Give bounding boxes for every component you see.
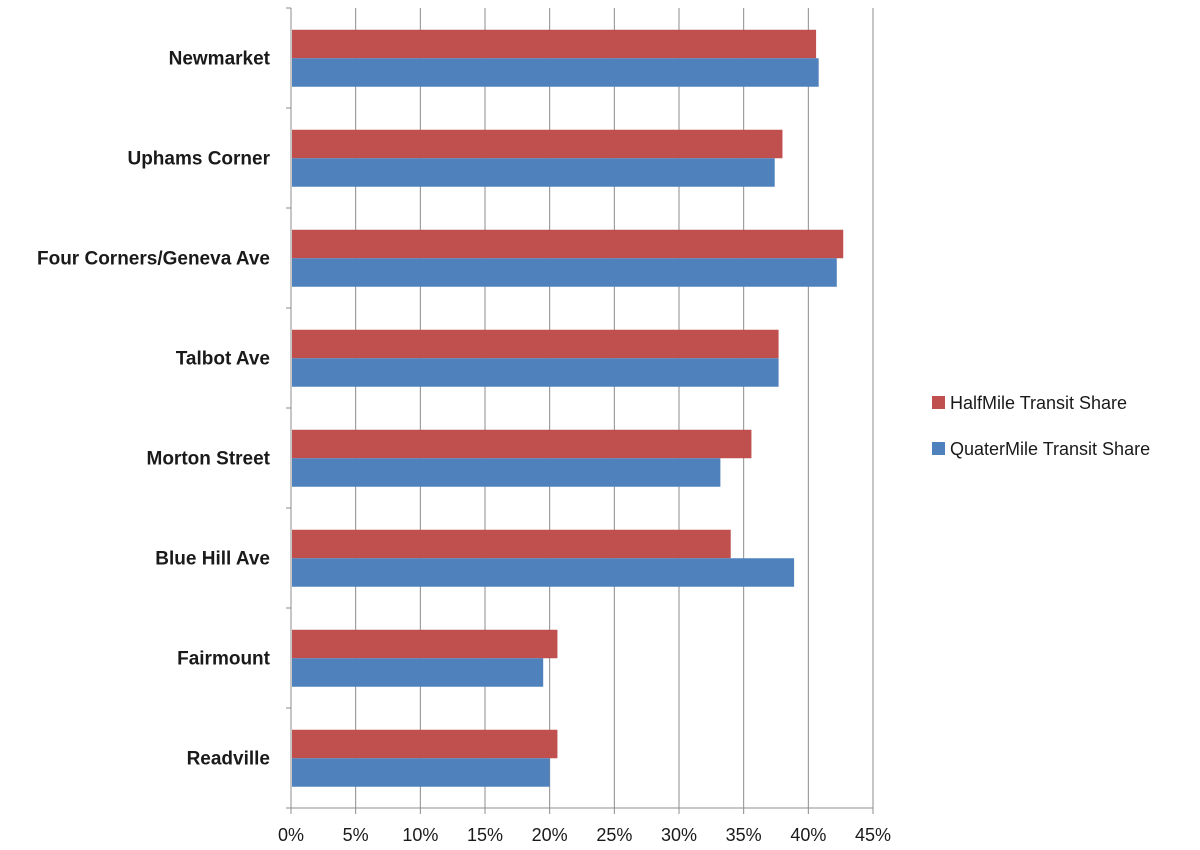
x-tick-label: 35%	[726, 825, 762, 845]
category-label: Four Corners/Geneva Ave	[37, 248, 270, 269]
x-tick-label: 15%	[467, 825, 503, 845]
x-tick-labels: 0% 5% 10% 15% 20% 25% 30% 35% 40% 45%	[278, 825, 891, 845]
bar-quatermile	[292, 358, 779, 387]
legend-label: QuaterMile Transit Share	[950, 439, 1150, 459]
bar-halfmile	[292, 229, 844, 259]
category-label: Blue Hill Ave	[155, 548, 270, 569]
bar-quatermile	[292, 458, 721, 487]
bar-halfmile	[292, 129, 783, 159]
bar-halfmile	[292, 629, 558, 659]
legend-swatch	[932, 442, 945, 455]
x-tick-label: 45%	[855, 825, 891, 845]
x-tick-label: 5%	[343, 825, 369, 845]
axes	[286, 7, 874, 814]
bar-halfmile	[292, 529, 731, 559]
x-tick-label: 40%	[790, 825, 826, 845]
category-label: Talbot Ave	[176, 348, 270, 369]
bars	[292, 29, 844, 787]
x-tick-label: 20%	[532, 825, 568, 845]
x-tick-label: 25%	[596, 825, 632, 845]
bar-quatermile	[292, 758, 550, 787]
x-tick-label: 30%	[661, 825, 697, 845]
legend-label: HalfMile Transit Share	[950, 393, 1127, 413]
bar-halfmile	[292, 429, 752, 459]
bar-halfmile	[292, 29, 817, 59]
category-label: Readville	[187, 748, 270, 769]
bar-halfmile	[292, 729, 558, 759]
category-label: Fairmount	[177, 648, 271, 669]
x-tick-label: 0%	[278, 825, 304, 845]
legend: HalfMile Transit Share QuaterMile Transit…	[932, 393, 1150, 459]
gridlines	[355, 8, 874, 808]
x-tick-label: 10%	[402, 825, 438, 845]
bar-quatermile	[292, 158, 775, 187]
bar-quatermile	[292, 58, 819, 87]
bar-quatermile	[292, 258, 837, 287]
bar-quatermile	[292, 558, 795, 587]
category-label: Morton Street	[147, 448, 271, 469]
bar-quatermile	[292, 658, 544, 687]
category-labels: Newmarket Uphams Corner Four Corners/Genev…	[37, 48, 271, 769]
legend-swatch	[932, 396, 945, 409]
category-label: Newmarket	[169, 48, 271, 69]
category-label: Uphams Corner	[127, 148, 270, 169]
bar-halfmile	[292, 329, 779, 359]
